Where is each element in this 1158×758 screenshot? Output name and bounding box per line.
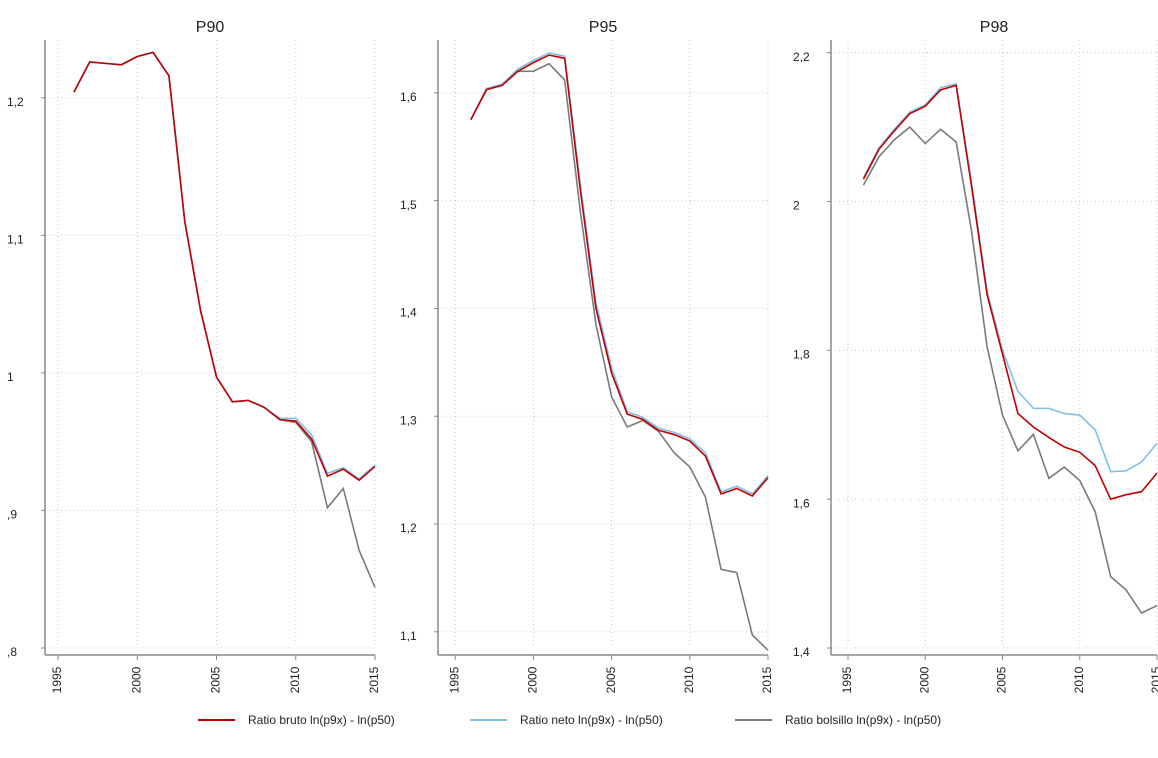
y-tick-label: 1,1 — [7, 233, 24, 247]
line-series — [73, 51, 376, 588]
line-series: Ratio neto ln(p9x) - ln(p50) — [862, 82, 1158, 473]
x-tick-label: 2010 — [288, 666, 302, 693]
y-tick-label: 2,2 — [793, 50, 810, 64]
y-tick-label: ,9 — [7, 508, 17, 522]
line-series — [73, 51, 376, 482]
chart-title: P98 — [980, 19, 1009, 36]
x-tick-label: 1995 — [447, 666, 461, 693]
x-tick-label: 2005 — [209, 666, 223, 693]
x-tick-label: 2010 — [1072, 666, 1086, 693]
y-tick-label: 1 — [7, 370, 14, 384]
line-series — [73, 51, 376, 480]
line-series: Ratio bruto ln(p9x) - ln(p50) — [862, 84, 1158, 501]
legend-label: Ratio bruto ln(p9x) - ln(p50) — [248, 713, 395, 727]
y-tick-label: 1,6 — [793, 496, 810, 510]
x-tick-label: 1995 — [50, 666, 64, 693]
y-tick-label: 1,2 — [400, 521, 417, 535]
x-tick-label: 2015 — [367, 666, 381, 693]
x-tick-label: 2000 — [917, 666, 931, 693]
y-tick-label: ,8 — [7, 645, 17, 659]
y-tick-label: 1,1 — [400, 629, 417, 643]
y-tick-label: 1,8 — [793, 347, 810, 361]
line-series: Ratio bruto ln(p9x) - ln(p50) — [470, 54, 769, 497]
x-tick-label: 2005 — [995, 666, 1009, 693]
x-tick-label: 2010 — [682, 666, 696, 693]
y-tick-label: 1,4 — [793, 645, 810, 659]
x-tick-label: 2005 — [604, 666, 618, 693]
line-series: Ratio bolsillo ln(p9x) - ln(p50) — [470, 62, 769, 651]
y-tick-label: 2 — [793, 199, 800, 213]
y-tick-label: 1,5 — [400, 198, 417, 212]
x-tick-label: 2000 — [129, 666, 143, 693]
y-tick-label: 1,2 — [7, 95, 24, 109]
y-tick-label: 1,3 — [400, 413, 417, 427]
x-tick-label: 2015 — [1149, 666, 1158, 693]
legend-label: Ratio bolsillo ln(p9x) - ln(p50) — [785, 713, 941, 727]
x-tick-label: 2015 — [760, 666, 774, 693]
y-tick-label: 1,6 — [400, 90, 417, 104]
legend-label: Ratio neto ln(p9x) - ln(p50) — [520, 713, 663, 727]
x-tick-label: 2000 — [526, 666, 540, 693]
chart-title: P90 — [196, 19, 225, 36]
chart-title: P95 — [589, 19, 618, 36]
line-series: Ratio bolsillo ln(p9x) - ln(p50) — [862, 125, 1158, 615]
x-tick-label: 1995 — [840, 666, 854, 693]
line-series: Ratio neto ln(p9x) - ln(p50) — [470, 52, 769, 495]
y-tick-label: 1,4 — [400, 306, 417, 320]
